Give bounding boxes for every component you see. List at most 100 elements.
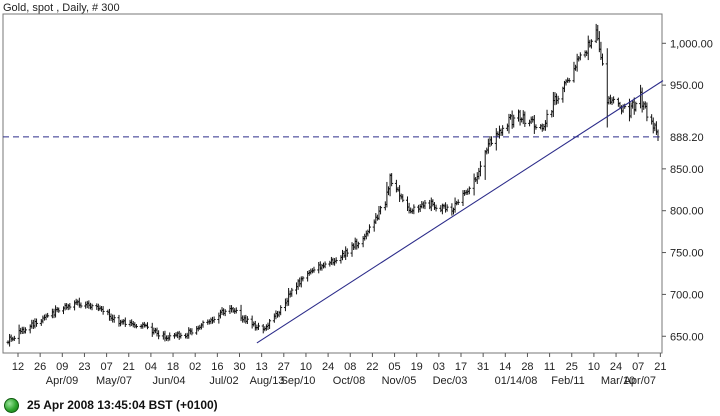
x-tick-label: 28 (521, 361, 533, 373)
x-tick-label: 05 (388, 361, 400, 373)
x-month-label: Mar/10 (601, 375, 635, 387)
x-month-label: Sep/10 (281, 375, 316, 387)
ohlc-bar (301, 276, 305, 282)
price-bars (6, 23, 660, 347)
ohlc-bar (168, 332, 172, 341)
ohlc-bar (401, 194, 405, 203)
chart: Gold, spot , Daily, # 300 650.00 700.00 75… (2, 2, 713, 387)
x-tick-label: 22 (366, 361, 378, 373)
ohlc-bar (578, 52, 582, 61)
x-month-label: Nov/05 (382, 375, 417, 387)
ohlc-bar (478, 161, 482, 177)
x-tick-label: 25 (566, 361, 578, 373)
ohlc-bar (35, 318, 39, 327)
ohlc-bar (179, 332, 183, 339)
status-timestamp: 25 Apr 2008 13:45:04 BST (+0100) (27, 398, 218, 412)
x-tick-label: 21 (654, 361, 666, 373)
ohlc-bar (223, 309, 227, 317)
ohlc-bar (112, 314, 116, 323)
ohlc-bar (123, 317, 127, 327)
x-tick-label: 03 (433, 361, 445, 373)
ohlc-bar (501, 125, 505, 136)
chart-title: Gold, spot , Daily, # 300 (3, 2, 120, 14)
ohlc-bar (512, 114, 516, 128)
ohlc-bar (456, 199, 460, 205)
ohlc-bar (201, 320, 205, 328)
ohlc-bar (345, 248, 349, 257)
y-tick-label: 1,000.00 (670, 38, 713, 50)
y-tick-label: 650.00 (670, 331, 704, 343)
x-tick-label: 31 (477, 361, 489, 373)
y-tick-label: 950.00 (670, 80, 704, 92)
x-tick-label: 07 (632, 361, 644, 373)
ohlc-bar (412, 204, 416, 215)
x-tick-label: 08 (344, 361, 356, 373)
ohlc-bar (279, 305, 283, 316)
ohlc-bar (490, 136, 494, 146)
ohlc-bar (601, 53, 605, 66)
reference-value-label: 888.20 (670, 132, 704, 144)
ohlc-bar (146, 322, 150, 330)
trendline (256, 80, 664, 344)
ohlc-bar (379, 205, 383, 215)
ohlc-bar (390, 173, 394, 187)
x-tick-label: 21 (123, 361, 135, 373)
ohlc-bar (268, 319, 272, 329)
x-tick-label: 27 (278, 361, 290, 373)
ohlc-bar (157, 330, 161, 340)
x-axis: 12 26 09 23 07 21 04 18 02 16 30 13 27 10 24 08 22 05 19 03… (12, 353, 666, 387)
ohlc-bar (256, 322, 260, 330)
x-tick-label: 04 (145, 361, 157, 373)
x-tick-label: 10 (300, 361, 312, 373)
x-month-label: Aug/13 (250, 375, 285, 387)
x-tick-label: 24 (610, 361, 622, 373)
ohlc-bar (190, 328, 194, 336)
x-tick-label: 24 (322, 361, 334, 373)
x-tick-label: 23 (78, 361, 90, 373)
ohlc-bar (467, 186, 471, 195)
x-tick-label: 14 (499, 361, 511, 373)
ohlc-bar (612, 96, 616, 104)
x-month-label: Feb/11 (551, 375, 584, 387)
x-tick-label: 02 (189, 361, 201, 373)
ohlc-bar (101, 306, 105, 315)
ohlc-bar (90, 303, 94, 311)
ohlc-bar (367, 224, 371, 234)
ohlc-bar (334, 257, 338, 264)
ohlc-bar (634, 101, 638, 112)
overlay-lines (3, 80, 664, 344)
ohlc-bar (57, 307, 61, 313)
y-tick-label: 750.00 (670, 248, 704, 260)
x-month-label: Apr/07 (624, 375, 656, 387)
ohlc-bar (323, 261, 327, 269)
x-tick-label: 26 (34, 361, 46, 373)
x-tick-label: 30 (233, 361, 245, 373)
ohlc-bar (23, 327, 27, 334)
ohlc-bar (234, 307, 238, 314)
x-month-label: Jul/02 (209, 375, 238, 387)
ohlc-bar (12, 335, 16, 341)
ohlc-bar (134, 323, 138, 329)
ohlc-bar (567, 78, 571, 83)
ohlc-bar (556, 95, 560, 104)
y-tick-label: 850.00 (670, 164, 704, 176)
ohlc-bar (212, 316, 216, 323)
ohlc-bar (312, 266, 316, 273)
x-tick-label: 17 (455, 361, 467, 373)
ohlc-bar (645, 102, 649, 122)
x-tick-label: 18 (167, 361, 179, 373)
x-month-label: 01/14/08 (495, 375, 538, 387)
ohlc-bar (434, 204, 438, 212)
y-tick-label: 700.00 (670, 289, 704, 301)
y-axis: 650.00 700.00 750.00 800.00 850.00 950.00 1,00… (662, 38, 713, 343)
ohlc-bar (423, 200, 427, 210)
x-month-label: May/07 (96, 375, 132, 387)
x-tick-label: 13 (256, 361, 268, 373)
ohlc-bar (545, 109, 549, 128)
ohlc-bar (534, 124, 538, 130)
ohlc-bar (46, 312, 50, 318)
plot-frame (2, 13, 663, 354)
ohlc-bar (290, 287, 294, 297)
x-tick-label: 07 (100, 361, 112, 373)
x-month-label: Jun/04 (152, 375, 185, 387)
